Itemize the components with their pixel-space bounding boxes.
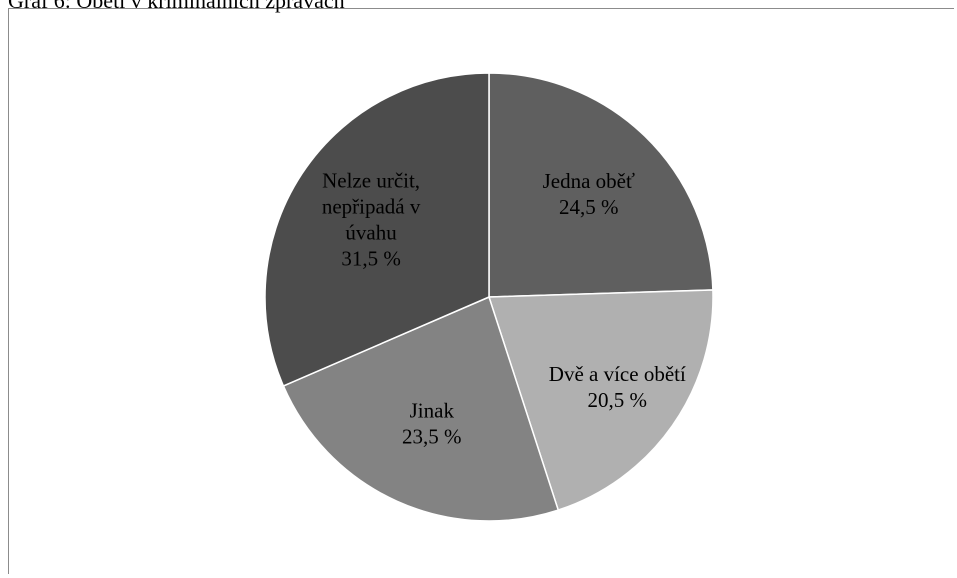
slice-category-label: Dvě a více obětí xyxy=(549,362,686,386)
slice-value-label: 20,5 % xyxy=(588,388,648,412)
slice-label-3: Jinak 23,5 % xyxy=(402,399,462,449)
slice-category-label: nepřipadá v xyxy=(322,195,421,219)
slice-value-label: 23,5 % xyxy=(402,425,462,449)
pie-slice-2 xyxy=(487,289,714,511)
pie-slice-3 xyxy=(282,295,560,522)
slice-label-4: Nelze určit, nepřipadá v úvahu 31,5 % xyxy=(322,169,421,271)
slice-value-label: 31,5 % xyxy=(341,247,401,271)
slice-label-2: Dvě a více obětí 20,5 % xyxy=(549,362,686,412)
chart-frame xyxy=(8,8,954,574)
pie-slice-1 xyxy=(488,72,714,298)
slice-value-label: 24,5 % xyxy=(559,195,619,219)
slice-label-1: Jedna oběť 24,5 % xyxy=(543,169,635,219)
pie-slice-4 xyxy=(264,72,490,387)
slice-category-label: úvahu xyxy=(345,221,397,245)
slice-category-label: Jinak xyxy=(410,399,455,423)
slice-category-label: Jedna oběť xyxy=(543,169,635,193)
slice-category-label: Nelze určit, xyxy=(322,169,420,193)
page-title: Graf 6: Oběti v kriminálních zprávách xyxy=(8,0,345,13)
